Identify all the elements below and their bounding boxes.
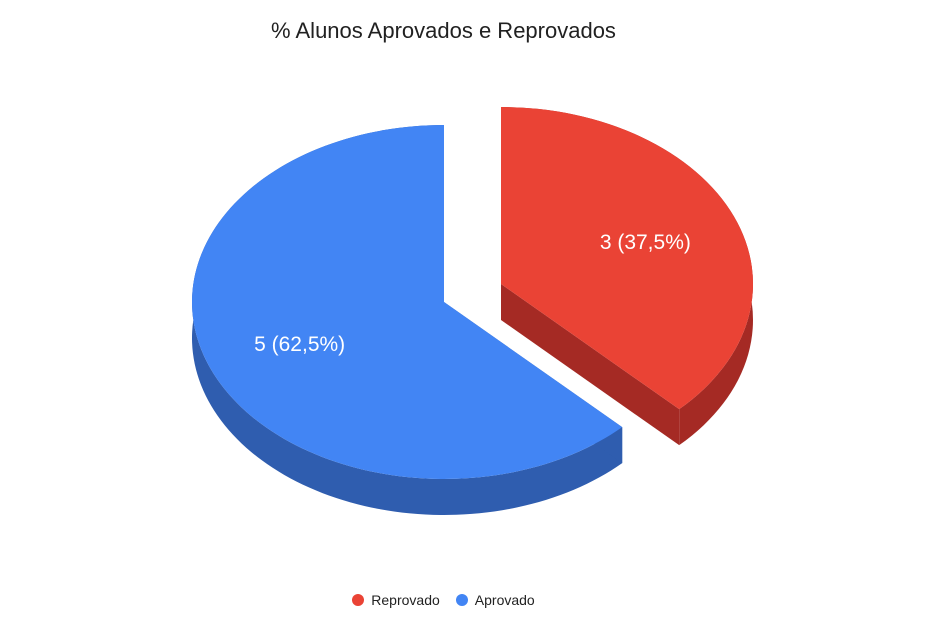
- legend-item-aprovado[interactable]: Aprovado: [455, 592, 535, 608]
- slice-side-aprovado: [192, 125, 623, 515]
- slice-reprovado: [501, 107, 753, 410]
- legend-swatch-aprovado: [455, 594, 468, 606]
- slice-label-reprovado: 3 (37,5%): [600, 231, 691, 254]
- slice-wall-end-reprovado: [501, 284, 680, 446]
- pie-chart: 3 (37,5%) 5 (62,5%): [192, 107, 754, 515]
- legend-swatch-reprovado: [352, 594, 365, 606]
- slice-aprovado: [192, 125, 623, 479]
- legend-label-reprovado: Reprovado: [371, 592, 440, 608]
- legend-item-reprovado[interactable]: Reprovado: [352, 592, 440, 608]
- legend-label-aprovado: Aprovado: [474, 592, 535, 608]
- legend: Reprovado Aprovado: [0, 592, 887, 608]
- chart-title: % Alunos Aprovados e Reprovados: [271, 18, 616, 43]
- slice-label-aprovado: 5 (62,5%): [254, 333, 345, 356]
